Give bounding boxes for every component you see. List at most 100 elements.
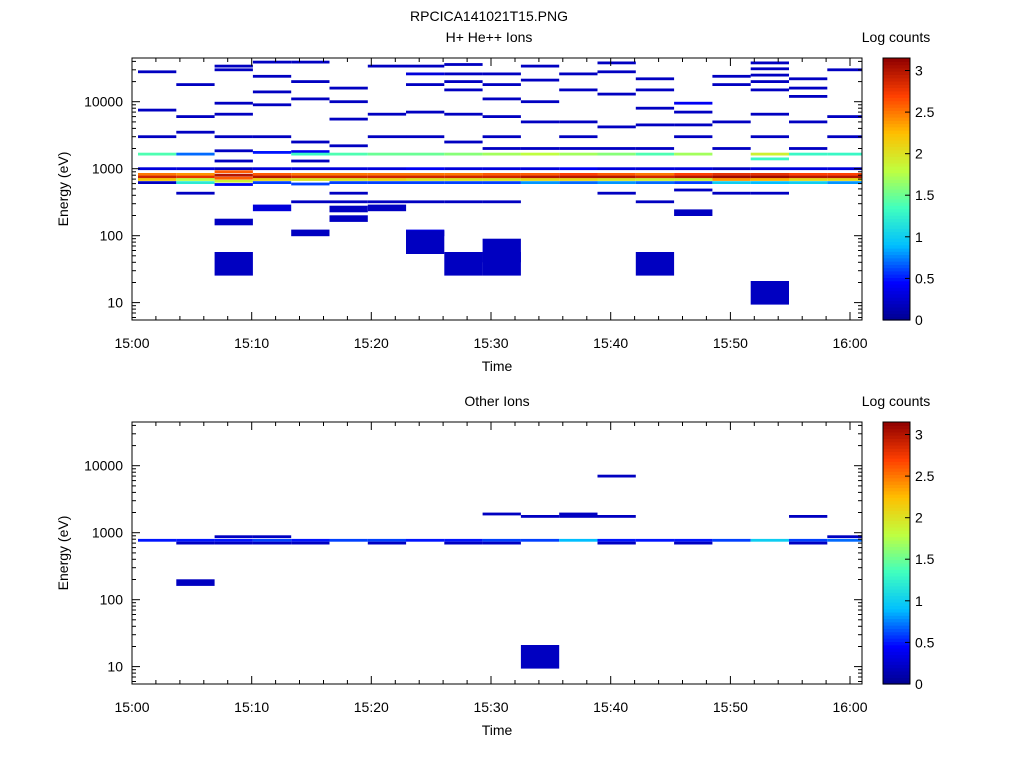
heatmap-cell: [635, 200, 675, 204]
heatmap-cell: [482, 512, 521, 516]
heatmap-cell: [520, 515, 560, 518]
colorbar-segment: [883, 431, 910, 436]
colorbar-segment: [883, 77, 910, 82]
colorbar-segment: [883, 221, 910, 226]
heatmap-cell: [750, 191, 789, 195]
heatmap-cell: [597, 191, 636, 195]
x-tick-label: 15:00: [114, 335, 149, 351]
y-axis: 10 100 1000 10000: [84, 424, 862, 682]
heatmap-cell: [406, 173, 445, 176]
heatmap-cell: [597, 173, 636, 176]
colorbar-segment: [883, 116, 910, 121]
colorbar-segment: [883, 293, 910, 298]
x-tick-label: 15:40: [593, 335, 628, 351]
heatmap-cell: [674, 188, 713, 192]
heatmap-cell: [138, 173, 177, 176]
heatmap-cell: [597, 515, 636, 518]
colorbar-segment: [883, 608, 910, 613]
heatmap-cell: [750, 67, 789, 71]
heatmap-cells: [138, 60, 862, 305]
colorbar-segment: [883, 218, 910, 223]
heatmap-cell: [559, 135, 598, 139]
colorbar-segment: [883, 471, 910, 476]
colorbar-segment: [883, 661, 910, 665]
heatmap-cell: [559, 152, 598, 156]
heatmap-cell: [291, 178, 330, 181]
heatmap-cell: [291, 159, 330, 163]
heatmap-cell: [444, 200, 483, 204]
heatmap-cell: [674, 181, 713, 184]
colorbar-segment: [883, 503, 910, 508]
colorbar-segment: [883, 241, 910, 246]
colorbar-segment: [883, 615, 910, 620]
heatmap-cell: [176, 175, 215, 179]
heatmap-cell: [559, 173, 598, 176]
heatmap-cell: [635, 152, 675, 156]
colorbar-segment: [883, 605, 910, 610]
heatmap-cell: [520, 538, 560, 542]
colorbar-segment: [883, 175, 910, 180]
heatmap-cell: [559, 178, 598, 181]
heatmap-cell: [750, 61, 789, 65]
x-axis-label: Time: [482, 358, 513, 374]
colorbar-segment: [883, 136, 910, 141]
colorbar-label: Log counts: [862, 393, 931, 409]
heatmap-cell: [827, 173, 862, 176]
heatmap-cell: [520, 181, 560, 184]
heatmap-cell: [176, 541, 215, 545]
colorbar-tick-label: 0.5: [915, 634, 935, 650]
heatmap-cell: [789, 147, 828, 150]
heatmap-cell: [482, 72, 521, 76]
colorbar-tick-label: 0.5: [915, 270, 935, 286]
heatmap-cell: [444, 72, 483, 76]
colorbar-segment: [883, 438, 910, 443]
heatmap-cell: [482, 252, 521, 276]
heatmap-cell: [291, 150, 330, 153]
heatmap-cell: [827, 535, 862, 539]
colorbar-tick-label: 1.5: [915, 551, 935, 567]
colorbar-segment: [883, 202, 910, 206]
heatmap-cell: [750, 112, 789, 116]
y-tick-label: 10: [107, 659, 123, 675]
y-axis-label: Energy (eV): [55, 152, 71, 227]
heatmap-cell: [406, 538, 445, 542]
colorbar-segment: [883, 74, 910, 79]
heatmap-cell: [712, 191, 751, 195]
heatmap-cell: [750, 167, 789, 171]
x-tick-label: 15:20: [354, 335, 389, 351]
heatmap-cell: [712, 147, 751, 150]
heatmap-cell: [789, 538, 828, 542]
colorbar-segment: [883, 126, 910, 131]
heatmap-cell: [329, 173, 368, 176]
colorbar-segment: [883, 674, 910, 679]
colorbar-segment: [883, 549, 910, 554]
heatmap-cell: [176, 191, 215, 195]
colorbar-segment: [883, 61, 910, 66]
heatmap-cell: [214, 101, 253, 105]
colorbar-segment: [883, 231, 910, 236]
heatmap-cell: [789, 77, 828, 81]
heatmap-cell: [827, 152, 862, 156]
heatmap-cell: [827, 115, 862, 118]
heatmap-cell: [367, 135, 407, 139]
colorbar-segment: [883, 192, 910, 197]
colorbar-tick-label: 1.5: [915, 187, 935, 203]
heatmap-cell: [635, 106, 675, 110]
heatmap-cell: [635, 77, 675, 81]
heatmap-cell: [635, 175, 675, 179]
heatmap-cell: [214, 535, 253, 539]
heatmap-cell: [520, 100, 560, 104]
heatmap-cell: [329, 152, 368, 156]
x-tick-label: 15:10: [234, 335, 269, 351]
heatmap-cell: [482, 541, 521, 545]
y-tick-label: 1000: [92, 161, 123, 177]
heatmap-cell: [367, 167, 407, 171]
heatmap-cell: [597, 167, 636, 171]
colorbar-segment: [883, 228, 910, 233]
heatmap-cell: [635, 252, 675, 276]
colorbar-segment: [883, 628, 910, 633]
colorbar-segment: [883, 589, 910, 593]
